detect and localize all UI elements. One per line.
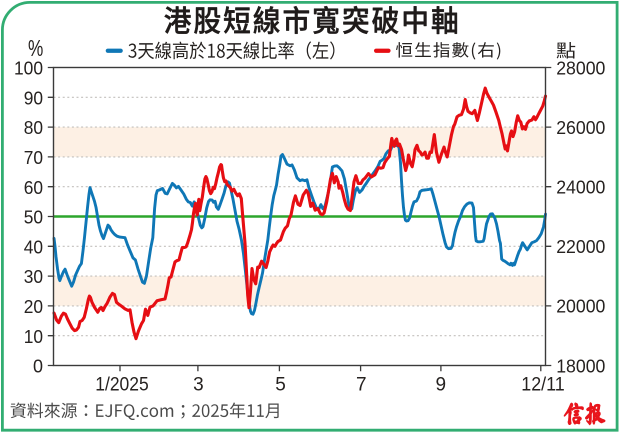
- svg-text:20: 20: [24, 297, 43, 317]
- svg-text:3: 3: [193, 374, 204, 395]
- svg-text:40: 40: [24, 237, 43, 257]
- svg-text:18000: 18000: [556, 356, 605, 376]
- svg-text:20000: 20000: [556, 297, 605, 317]
- svg-text:0: 0: [33, 357, 43, 377]
- svg-text:28000: 28000: [556, 58, 605, 78]
- svg-text:50: 50: [24, 208, 43, 228]
- svg-text:5: 5: [275, 374, 286, 395]
- svg-text:90: 90: [24, 88, 43, 108]
- svg-text:80: 80: [24, 118, 43, 138]
- svg-text:1/2025: 1/2025: [95, 374, 149, 395]
- svg-text:%: %: [28, 35, 43, 61]
- svg-text:70: 70: [24, 148, 43, 168]
- svg-text:22000: 22000: [556, 237, 605, 257]
- svg-text:24000: 24000: [556, 178, 605, 198]
- svg-text:12/11: 12/11: [521, 374, 565, 395]
- svg-text:60: 60: [24, 178, 43, 198]
- svg-text:9: 9: [436, 374, 447, 395]
- svg-text:7: 7: [356, 374, 367, 395]
- svg-text:30: 30: [24, 267, 43, 287]
- svg-text:100: 100: [14, 59, 43, 79]
- svg-text:10: 10: [24, 327, 43, 347]
- svg-text:26000: 26000: [556, 118, 605, 138]
